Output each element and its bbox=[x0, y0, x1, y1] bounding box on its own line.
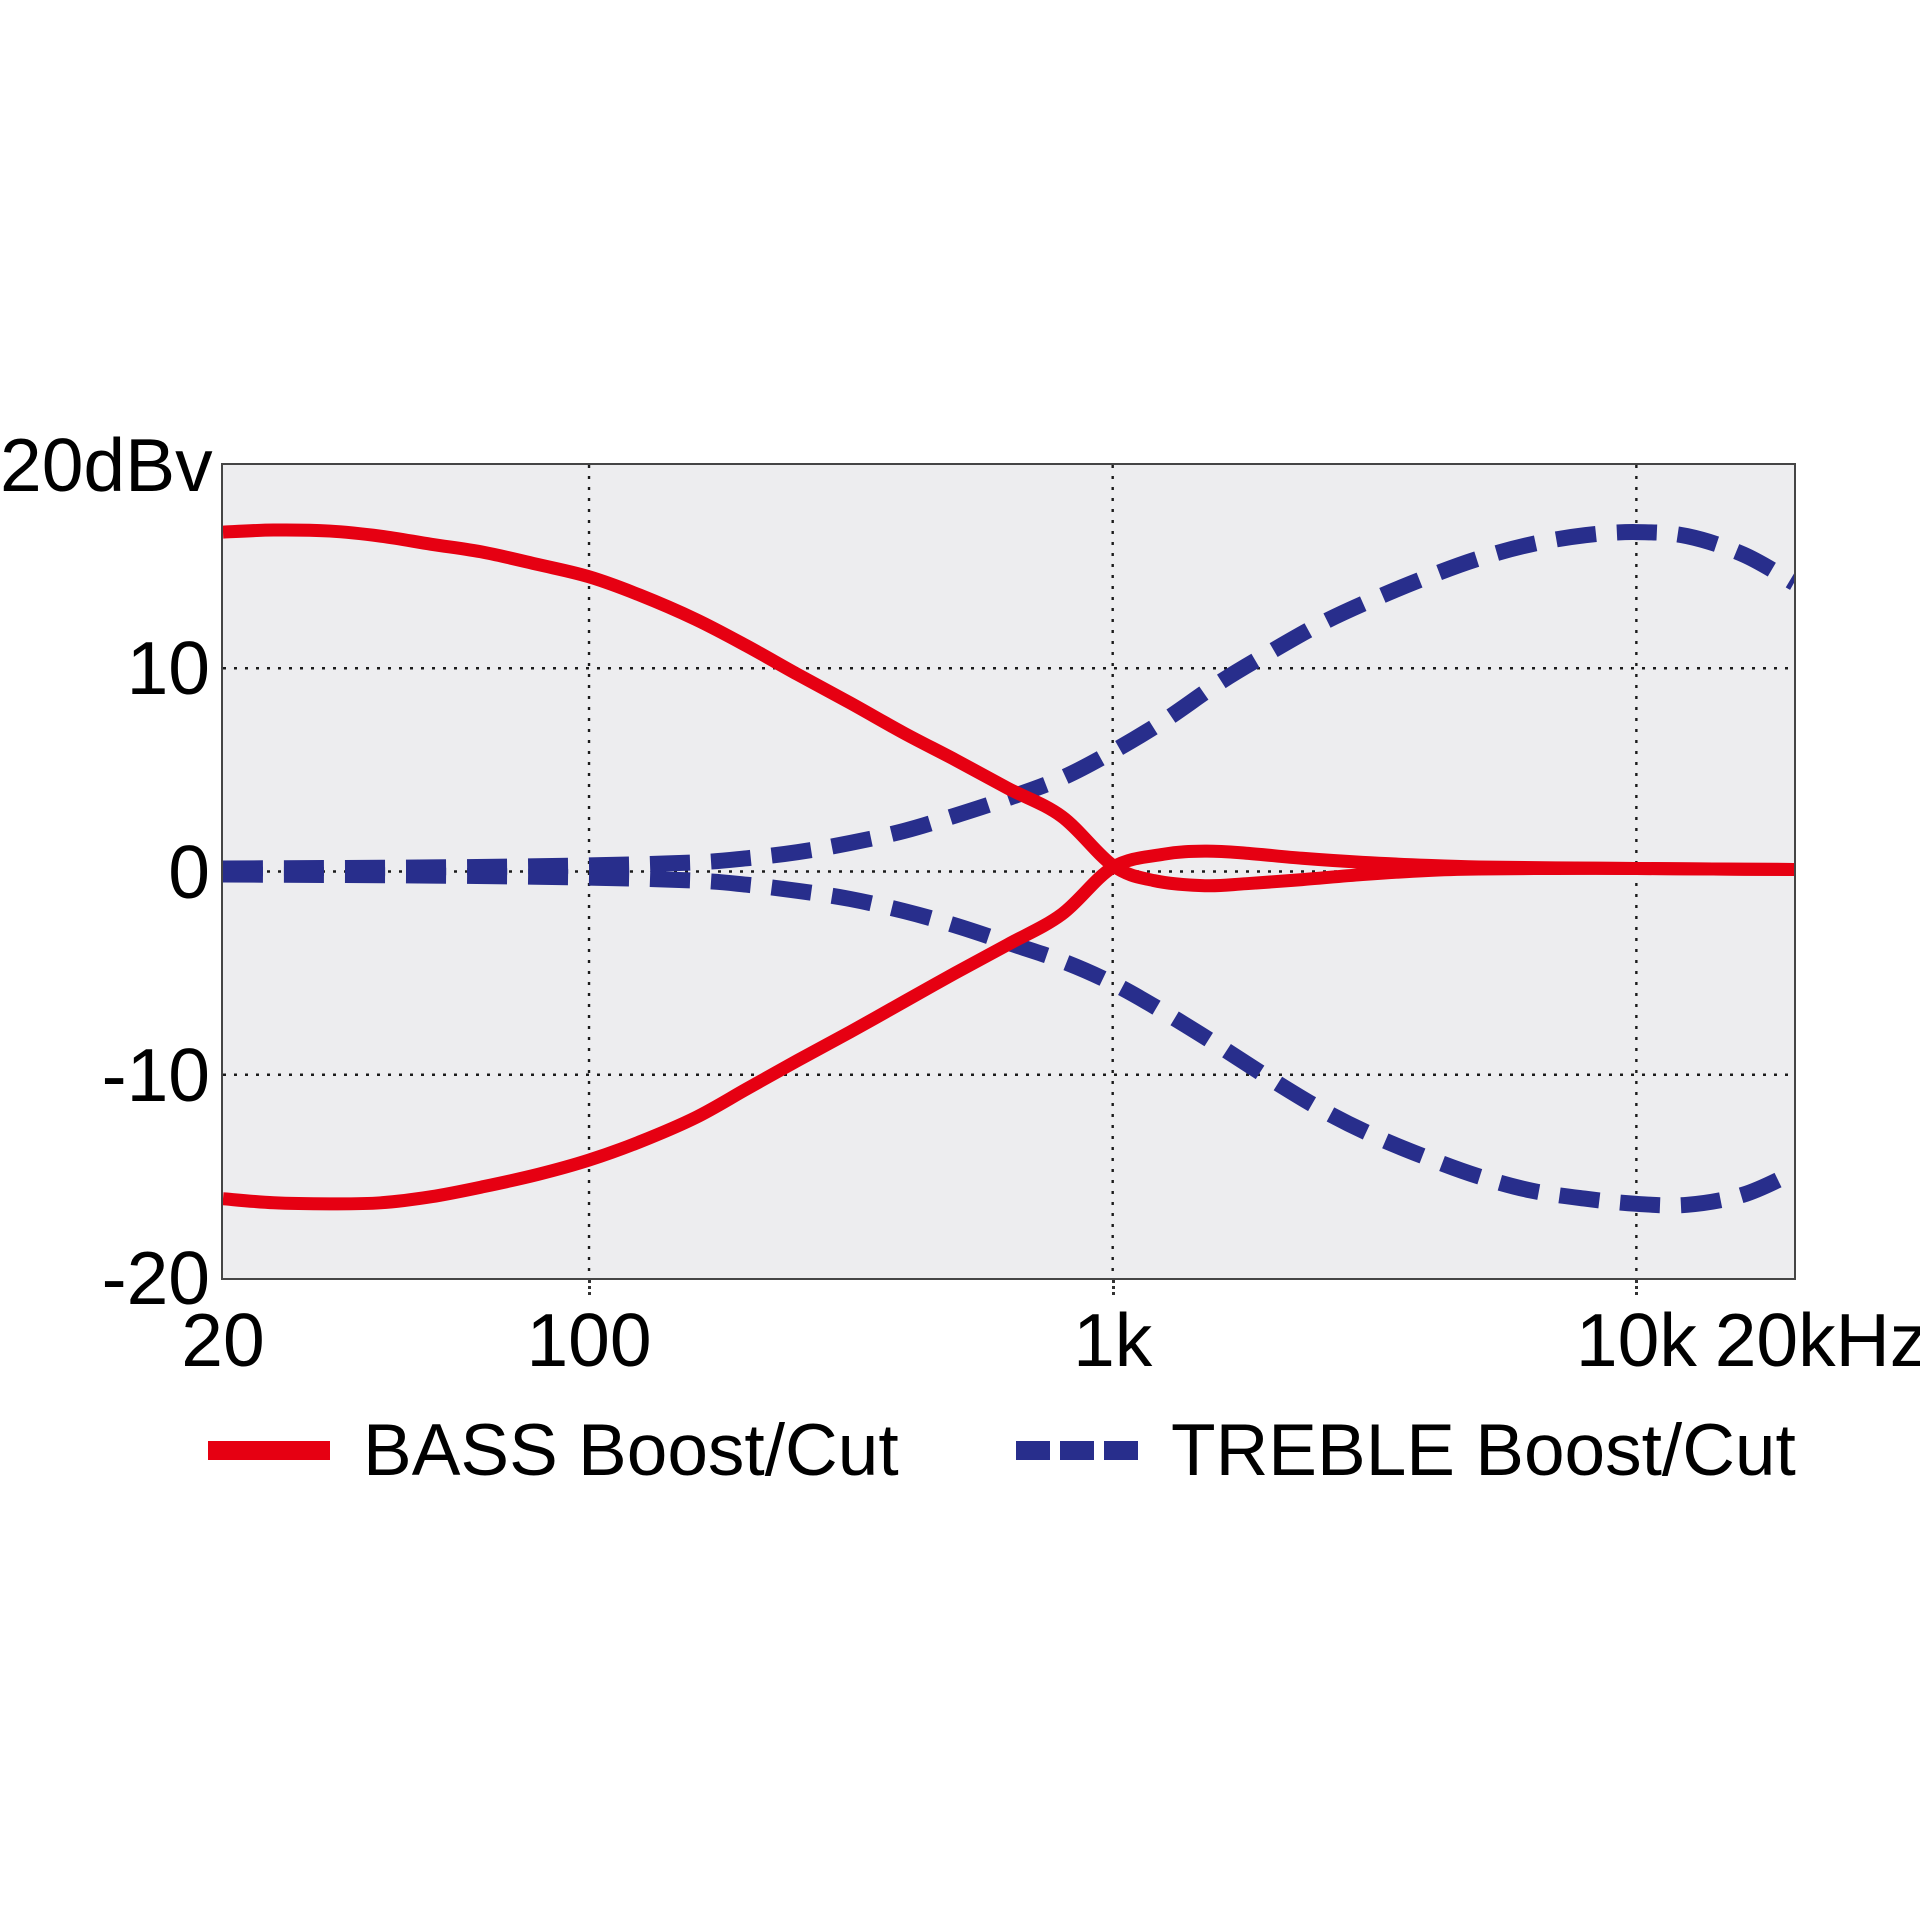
legend-swatch-dash bbox=[1104, 1440, 1138, 1460]
legend-swatch-dash bbox=[1016, 1440, 1050, 1460]
x-axis-tick-mark bbox=[1635, 1280, 1639, 1295]
legend-label: TREBLE Boost/Cut bbox=[1171, 1409, 1796, 1491]
y-tick-label--20: -20 bbox=[101, 1236, 210, 1320]
y-tick-label-0: 0 bbox=[168, 829, 210, 914]
legend-item-bass: BASS Boost/Cut bbox=[208, 1405, 899, 1495]
legend-swatch-solid-line-icon bbox=[208, 1440, 330, 1460]
x-tick-label-10k: 10k bbox=[1575, 1298, 1697, 1382]
bass-cut-curve bbox=[223, 844, 1794, 1211]
x-tick-label-1k: 1k bbox=[1073, 1298, 1153, 1382]
x-axis-tick-mark bbox=[1111, 1280, 1115, 1295]
y-tick-label--10: -10 bbox=[101, 1032, 210, 1117]
legend-swatch-dashed-line-icon bbox=[1016, 1440, 1138, 1460]
legend-item-treble: TREBLE Boost/Cut bbox=[1016, 1405, 1796, 1495]
x-tick-label-20: 20 bbox=[181, 1298, 265, 1382]
legend-label: BASS Boost/Cut bbox=[363, 1409, 899, 1491]
x-tick-label-100: 100 bbox=[526, 1298, 652, 1382]
plot-svg bbox=[223, 465, 1794, 1278]
plot-area bbox=[221, 463, 1796, 1280]
y-tick-label-10: 10 bbox=[126, 626, 210, 711]
x-axis-tick-mark bbox=[588, 1280, 592, 1295]
y-tick-label-20dBv: 20dBv bbox=[0, 423, 213, 507]
bass-boost-curve bbox=[223, 523, 1794, 893]
x-tick-label-20kHz: 20kHz bbox=[1714, 1298, 1920, 1382]
legend-swatch-dash bbox=[1060, 1440, 1094, 1460]
treble-boost-curve bbox=[223, 524, 1794, 877]
treble-cut-curve bbox=[223, 866, 1794, 1214]
